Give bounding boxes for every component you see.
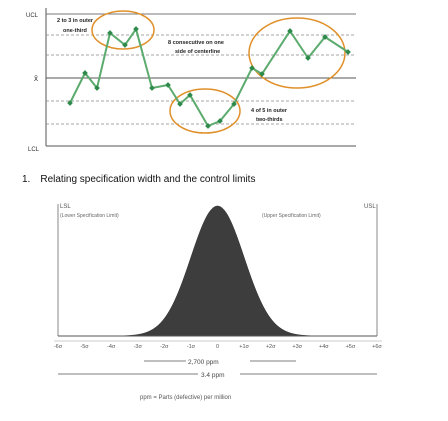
- series-marker: [67, 100, 73, 106]
- rule2-ellipse: [248, 17, 346, 89]
- sigma-tick-label: -5σ: [80, 344, 89, 350]
- control-chart: UCL x̄ LCL 2 to 3 in outer one-third 8 c…: [26, 8, 356, 153]
- sigma-tick-label: +2σ: [266, 344, 276, 350]
- sigma-tick-label: +4σ: [319, 344, 329, 350]
- lsl-label: LSL: [60, 204, 71, 210]
- rule1-text-1: 2 to 3 in outer: [57, 18, 94, 24]
- sigma-tick-label: -6σ: [54, 344, 63, 350]
- figure-caption: 1. Relating specification width and the c…: [22, 174, 255, 185]
- series-marker: [259, 71, 265, 77]
- series-marker: [133, 26, 139, 32]
- sigma-tick-label: -3σ: [134, 344, 143, 350]
- series-marker: [165, 82, 171, 88]
- series-marker: [217, 118, 223, 124]
- range-34-label: 3.4 ppm: [201, 372, 225, 379]
- sigma-tick-labels: -6σ -5σ -4σ -3σ -2σ -1σ 0 +1σ +2σ +3σ +4σ +5σ +6σ: [54, 344, 383, 350]
- normal-distribution-curve: [58, 205, 377, 337]
- sigma-tick-label: +5σ: [346, 344, 356, 350]
- usl-description: (Upper Specification Limit): [262, 213, 321, 219]
- ppm-footnote: ppm = Parts (defective) per million: [140, 395, 231, 401]
- series-marker: [177, 101, 183, 107]
- series-marker: [149, 85, 155, 91]
- series-marker: [94, 85, 100, 91]
- usl-label: USL: [364, 204, 376, 210]
- sigma-tick-label: -1σ: [187, 344, 196, 350]
- center-label: x̄: [34, 74, 38, 83]
- sigma-tick-label: -4σ: [107, 344, 116, 350]
- lsl-description: (Lower Specification Limit): [60, 213, 119, 219]
- rule1-ellipse: [91, 10, 155, 50]
- series-marker: [249, 65, 255, 71]
- series-marker: [187, 92, 193, 98]
- rule2-text-2: side of centerline: [175, 49, 220, 55]
- rule3-text-2: two-thirds: [256, 117, 283, 123]
- series-marker: [82, 70, 88, 76]
- range-2700-label: 2,700 ppm: [188, 359, 219, 366]
- sigma-tick-label: +6σ: [372, 344, 382, 350]
- sigma-tick-label: -2σ: [160, 344, 169, 350]
- series-marker: [231, 101, 237, 107]
- caption-number: 1.: [22, 174, 31, 185]
- rule3-text-1: 4 of 5 in outer: [251, 108, 288, 114]
- series-marker: [205, 123, 211, 129]
- rule1-text-2: one-third: [63, 28, 87, 34]
- sigma-tick-label: 0: [216, 344, 219, 350]
- normal-curve-diagram: LSL (Lower Specification Limit) USL (Upp…: [54, 204, 383, 401]
- caption-text: Relating specification width and the con…: [40, 174, 256, 185]
- rule2-text-1: 8 consecutive on one: [168, 40, 224, 46]
- lcl-label: LCL: [28, 147, 40, 153]
- rule3-ellipse: [169, 88, 241, 134]
- sigma-tick-label: +3σ: [292, 344, 302, 350]
- ucl-label: UCL: [26, 13, 39, 19]
- sigma-tick-label: +1σ: [239, 344, 249, 350]
